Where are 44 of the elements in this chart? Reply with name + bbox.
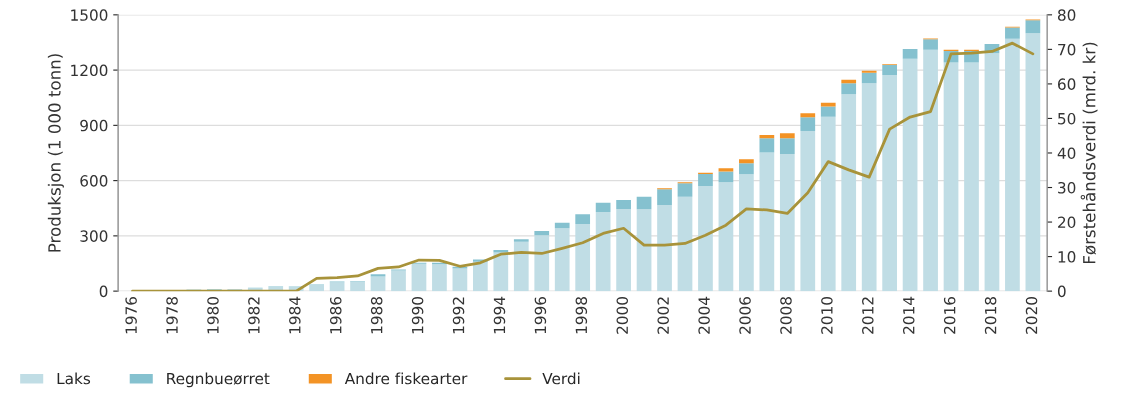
x-tick-label: 2000 [616,297,629,334]
y-tick-label: 1200 [71,64,108,77]
y2-tick-label: 70 [1058,43,1076,56]
x-tick-label: 2018 [984,297,997,334]
x-tick-label: 2020 [1025,297,1038,334]
x-tick-label: 1976 [125,296,137,334]
x-tick-label: 2004 [698,296,710,334]
x-tick-label: 2014 [902,296,915,334]
y2-tick-label: 40 [1057,147,1076,159]
legend-label: Andre fiskearter [344,372,468,385]
y2-tick-label: 0 [1057,285,1066,298]
x-tick-label: 1984 [289,296,301,334]
x-tick-label: 1990 [411,297,424,334]
x-tick-label: 2012 [862,297,874,334]
y2-tick-label: 60 [1058,78,1076,90]
y-axis-title: Produksjon (1 000 tonn) [47,54,64,252]
x-tick-label: 1982 [248,297,260,334]
x-tick-label: 1980 [207,297,219,334]
y2-tick-label: 80 [1057,9,1076,21]
legend-label: Regnbueørret [167,372,270,388]
x-tick-label: 2008 [780,297,792,334]
x-tick-label: 1998 [575,297,588,334]
y-tick-label: 0 [99,285,108,298]
y-tick-label: 300 [80,230,108,242]
legend-label: Verdi [542,372,580,385]
x-tick-label: 1988 [370,297,383,334]
x-tick-label: 2016 [943,296,956,334]
x-tick-label: 1986 [329,296,342,334]
x-tick-label: 2002 [657,297,669,334]
x-tick-label: 1992 [452,297,465,334]
y2-axis-title: Førstehåndsverdi (mrd. kr) [1080,42,1098,264]
y2-tick-label: 30 [1058,181,1076,194]
x-tick-label: 2010 [821,297,833,334]
x-tick-label: 1978 [166,297,178,334]
y-tick-label: 600 [80,175,108,187]
legend-label: Laks [57,372,91,385]
x-tick-label: 1994 [493,296,506,334]
x-tick-label: 1996 [534,296,547,334]
x-tick-label: 2006 [739,296,751,334]
y-tick-label: 900 [80,119,108,132]
y2-tick-label: 10 [1058,251,1076,263]
y2-tick-label: 50 [1058,112,1076,125]
y2-tick-label: 20 [1058,216,1076,229]
y-tick-label: 1500 [71,9,108,21]
